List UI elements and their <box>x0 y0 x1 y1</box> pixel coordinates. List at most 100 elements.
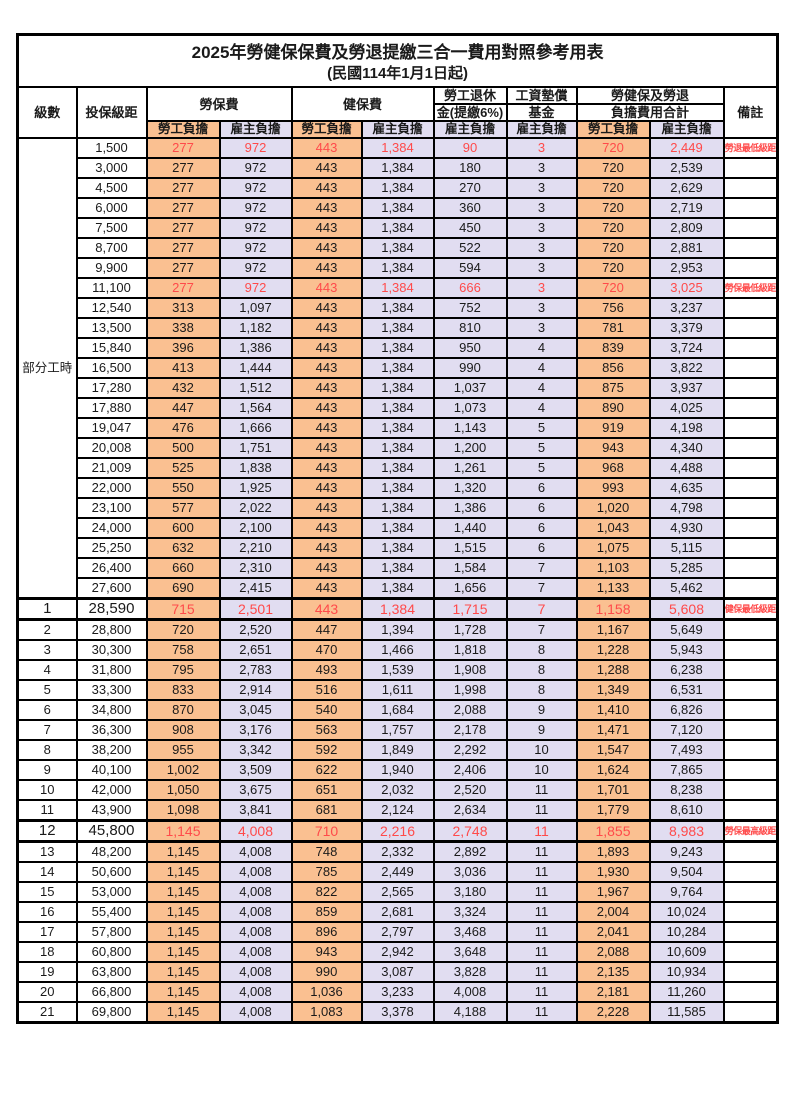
total-emp-cell: 720 <box>575 257 651 279</box>
pension-cell: 1,200 <box>432 437 508 459</box>
health-emp-cell: 443 <box>290 237 363 259</box>
labor-emp-cell: 1,002 <box>145 759 221 781</box>
bracket-cell: 9,900 <box>75 257 148 279</box>
total-emp-cell: 2,041 <box>575 921 651 943</box>
pension-cell: 1,143 <box>432 417 508 439</box>
total-emp-cell: 1,158 <box>575 597 651 621</box>
labor-emp-cell: 447 <box>145 397 221 419</box>
page: 2025年勞健保保費及勞退提繳三合一費用對照參考用表 (民國114年1月1日起)… <box>16 33 780 1024</box>
total-emp-cell: 2,004 <box>575 901 651 923</box>
health-er-cell: 2,797 <box>360 921 435 943</box>
labor-emp-cell: 1,145 <box>145 901 221 923</box>
subheader-total-employer: 雇主負擔 <box>648 120 725 139</box>
total-emp-cell: 856 <box>575 357 651 379</box>
health-emp-cell: 443 <box>290 337 363 359</box>
pension-cell: 2,748 <box>432 819 508 843</box>
health-emp-cell: 443 <box>290 417 363 439</box>
wage-fund-cell: 11 <box>505 779 578 801</box>
health-emp-cell: 592 <box>290 739 363 761</box>
labor-emp-cell: 1,145 <box>145 981 221 1003</box>
table-row: 1 28,590 715 2,501 443 1,384 1,715 7 1,158 5,608 健… <box>16 597 779 621</box>
wage-fund-cell: 3 <box>505 197 578 219</box>
total-emp-cell: 839 <box>575 337 651 359</box>
total-er-cell: 3,822 <box>648 357 725 379</box>
pension-cell: 3,468 <box>432 921 508 943</box>
health-er-cell: 1,384 <box>360 237 435 259</box>
level-cell: 8 <box>16 739 78 761</box>
total-emp-cell: 1,133 <box>575 577 651 600</box>
total-er-cell: 5,462 <box>648 577 725 600</box>
health-er-cell: 1,384 <box>360 317 435 339</box>
wage-fund-cell: 6 <box>505 537 578 559</box>
health-er-cell: 1,384 <box>360 517 435 539</box>
remark-cell <box>722 921 779 943</box>
total-er-cell: 11,260 <box>648 981 725 1003</box>
pension-cell: 1,440 <box>432 517 508 539</box>
pension-cell: 752 <box>432 297 508 319</box>
health-emp-cell: 443 <box>290 317 363 339</box>
wage-fund-cell: 8 <box>505 679 578 701</box>
wage-fund-cell: 9 <box>505 699 578 721</box>
total-er-cell: 4,798 <box>648 497 725 519</box>
total-er-cell: 6,826 <box>648 699 725 721</box>
wage-fund-cell: 3 <box>505 257 578 279</box>
labor-emp-cell: 1,145 <box>145 961 221 983</box>
pension-cell: 522 <box>432 237 508 259</box>
table-row: 21,009 525 1,838 443 1,384 1,261 5 968 4,488 <box>18 457 779 479</box>
labor-er-cell: 3,342 <box>218 739 293 761</box>
bracket-cell: 17,280 <box>75 377 148 399</box>
total-emp-cell: 875 <box>575 377 651 399</box>
pension-cell: 2,892 <box>432 840 508 863</box>
labor-emp-cell: 277 <box>145 137 221 159</box>
table-row: 19 63,800 1,145 4,008 990 3,087 3,828 11 2,135 10… <box>16 961 779 983</box>
remark-cell <box>722 537 779 559</box>
labor-er-cell: 4,008 <box>218 819 293 843</box>
total-er-cell: 2,953 <box>648 257 725 279</box>
level-cell: 16 <box>16 901 78 923</box>
total-emp-cell: 2,135 <box>575 961 651 983</box>
bracket-cell: 69,800 <box>75 1001 148 1024</box>
total-er-cell: 5,608 <box>648 597 725 621</box>
pension-cell: 1,584 <box>432 557 508 579</box>
health-er-cell: 1,384 <box>360 357 435 379</box>
level-cell: 12 <box>16 819 78 843</box>
pension-cell: 990 <box>432 357 508 379</box>
subheader-pension-employer: 雇主負擔 <box>432 120 508 139</box>
labor-er-cell: 2,210 <box>218 537 293 559</box>
health-er-cell: 3,378 <box>360 1001 435 1024</box>
wage-fund-cell: 11 <box>505 799 578 822</box>
labor-emp-cell: 313 <box>145 297 221 319</box>
wage-fund-cell: 3 <box>505 157 578 179</box>
total-er-cell: 4,488 <box>648 457 725 479</box>
remark-cell <box>722 377 779 399</box>
bracket-cell: 40,100 <box>75 759 148 781</box>
labor-er-cell: 1,182 <box>218 317 293 339</box>
pension-cell: 1,261 <box>432 457 508 479</box>
pension-cell: 3,180 <box>432 881 508 903</box>
total-emp-cell: 993 <box>575 477 651 499</box>
health-er-cell: 1,384 <box>360 497 435 519</box>
health-er-cell: 1,384 <box>360 437 435 459</box>
labor-er-cell: 1,386 <box>218 337 293 359</box>
pension-cell: 3,036 <box>432 861 508 883</box>
total-er-cell: 8,983 <box>648 819 725 843</box>
health-er-cell: 1,384 <box>360 257 435 279</box>
health-er-cell: 1,384 <box>360 177 435 199</box>
pension-cell: 90 <box>432 137 508 159</box>
labor-emp-cell: 1,145 <box>145 881 221 903</box>
wage-fund-cell: 3 <box>505 177 578 199</box>
health-emp-cell: 443 <box>290 397 363 419</box>
bracket-cell: 43,900 <box>75 799 148 822</box>
table-row: 17,880 447 1,564 443 1,384 1,073 4 890 4,025 <box>18 397 779 419</box>
health-emp-cell: 990 <box>290 961 363 983</box>
pension-cell: 1,320 <box>432 477 508 499</box>
health-er-cell: 2,942 <box>360 941 435 963</box>
labor-emp-cell: 396 <box>145 337 221 359</box>
health-er-cell: 1,611 <box>360 679 435 701</box>
total-er-cell: 4,340 <box>648 437 725 459</box>
wage-fund-cell: 4 <box>505 377 578 399</box>
total-er-cell: 5,943 <box>648 639 725 661</box>
col-header-pension-line2: 金(提繳6%) <box>432 103 508 122</box>
total-emp-cell: 720 <box>575 177 651 199</box>
labor-emp-cell: 476 <box>145 417 221 439</box>
